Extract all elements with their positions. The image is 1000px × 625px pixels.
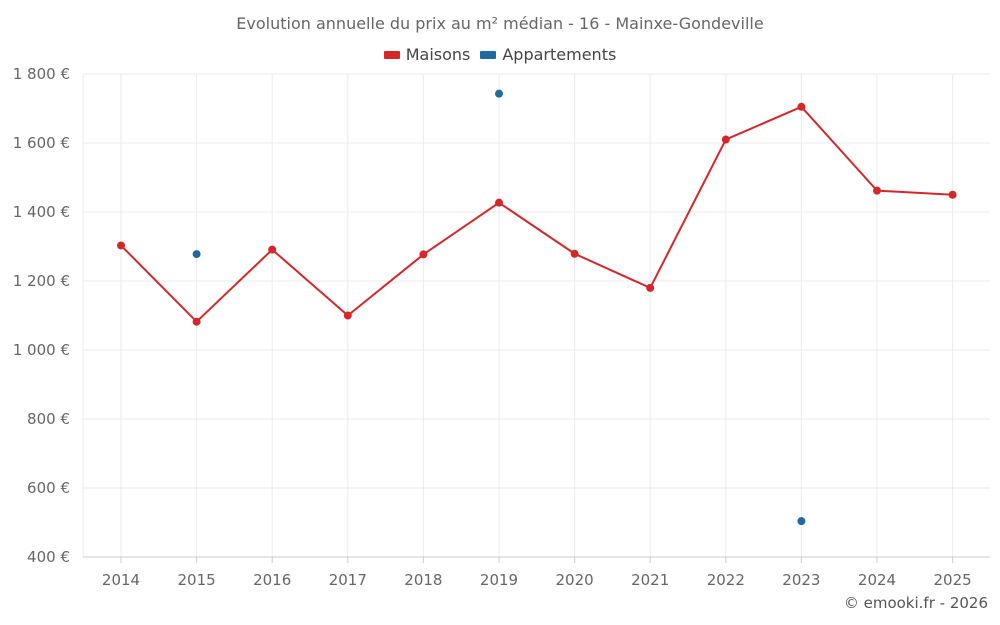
x-tick-label: 2015 [178, 571, 216, 589]
x-tick-label: 2017 [329, 571, 367, 589]
data-point-maisons[interactable] [873, 186, 881, 195]
x-tick-label: 2022 [707, 571, 745, 589]
data-point-maisons[interactable] [495, 198, 503, 207]
chart-title: Evolution annuelle du prix au m² médian … [236, 14, 764, 33]
legend-swatch-maisons [383, 50, 400, 59]
x-tick-label: 2019 [480, 571, 518, 589]
y-tick-label: 1 600 € [13, 134, 70, 152]
data-point-maisons[interactable] [721, 135, 730, 144]
data-point-maisons[interactable] [343, 311, 352, 320]
data-point-maisons[interactable] [646, 283, 655, 292]
data-point-maisons[interactable] [419, 250, 428, 259]
data-point-appartements[interactable] [495, 89, 503, 98]
y-tick-label: 1 400 € [13, 203, 70, 221]
data-point-maisons[interactable] [268, 245, 277, 254]
legend-label-maisons: Maisons [405, 45, 471, 64]
data-point-maisons[interactable] [948, 190, 957, 199]
legend-item-maisons[interactable]: Maisons [383, 45, 471, 64]
x-tick-label: 2018 [404, 571, 442, 589]
y-tick-label: 1 800 € [13, 65, 70, 83]
x-tick-label: 2021 [631, 571, 669, 589]
data-point-maisons[interactable] [117, 241, 125, 250]
y-tick-label: 1 200 € [13, 272, 70, 290]
y-tick-label: 400 € [27, 548, 70, 566]
x-tick-label: 2024 [858, 571, 896, 589]
x-tick-label: 2014 [102, 571, 140, 589]
credit-text[interactable]: © emooki.fr - 2026 [843, 594, 988, 612]
data-point-maisons[interactable] [797, 102, 806, 111]
data-point-maisons[interactable] [192, 317, 201, 326]
x-tick-label: 2023 [782, 571, 820, 589]
data-point-maisons[interactable] [570, 249, 579, 258]
series-line-maisons [120, 105, 953, 323]
data-point-appartements[interactable] [797, 517, 806, 526]
x-tick-label: 2025 [934, 571, 972, 589]
x-tick-label: 2020 [556, 571, 594, 589]
legend-label-appartements: Appartements [502, 45, 617, 64]
y-tick-label: 800 € [27, 410, 70, 428]
legend-item-appartements[interactable]: Appartements [480, 45, 616, 64]
data-point-appartements[interactable] [192, 250, 201, 259]
legend-swatch-appartements [480, 50, 497, 59]
y-tick-label: 600 € [27, 479, 70, 497]
y-tick-label: 1 000 € [13, 341, 70, 359]
legend: Maisons Appartements [0, 45, 1000, 64]
x-tick-label: 2016 [253, 571, 291, 589]
